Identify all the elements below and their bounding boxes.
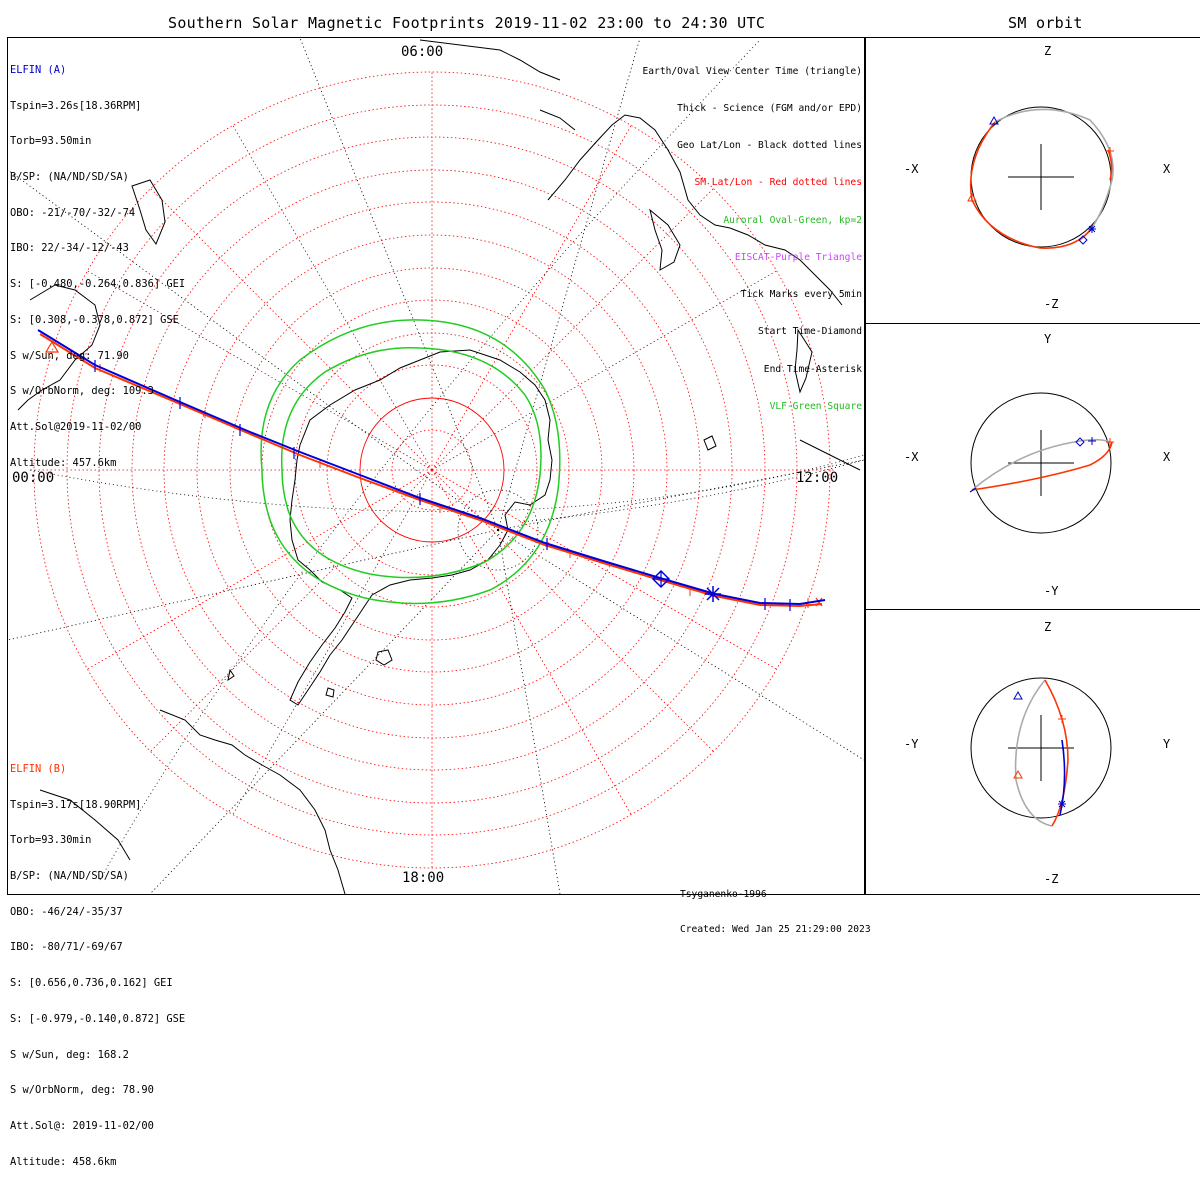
elfin-a-line: Altitude: 457.6km bbox=[10, 456, 117, 469]
legend-item: SM Lat/Lon - Red dotted lines bbox=[694, 177, 862, 189]
sm-grid bbox=[30, 70, 834, 870]
legend-item: Thick - Science (FGM and/or EPD) bbox=[677, 103, 862, 115]
orbit1-label-top: Z bbox=[1044, 44, 1052, 58]
elfin-a-name: ELFIN (A) bbox=[10, 63, 67, 76]
orbit3-label-top: Z bbox=[1044, 620, 1052, 634]
elfin-b-line: OBO: -46/24/-35/37 bbox=[10, 905, 123, 918]
elfin-a-line: S: [0.308,-0.378,0.872] GSE bbox=[10, 313, 179, 326]
credit-model: Tsyganenko-1996 bbox=[680, 889, 767, 901]
orbit1-label-right: X bbox=[1163, 162, 1171, 176]
orbit3-label-bottom: -Z bbox=[1044, 872, 1059, 886]
footprint-map bbox=[8, 38, 864, 894]
credit-created: Created: Wed Jan 25 21:29:00 2023 bbox=[680, 923, 871, 935]
elfin-b-line: B/SP: (NA/ND/SD/SA) bbox=[10, 869, 129, 882]
elfin-a-line: Att.Sol@2019-11-02/00 bbox=[10, 421, 142, 433]
elfin-a-line: S w/Sun, deg: 71.90 bbox=[10, 349, 129, 362]
geo-grid bbox=[8, 38, 864, 894]
legend-item: VLF-Green Square bbox=[769, 400, 862, 412]
elfin-b-info: ELFIN (B) Tspin=3.17s[18.90RPM] Torb=93.… bbox=[10, 740, 185, 1181]
orbit-panel-title: SM orbit bbox=[1008, 14, 1083, 32]
orbit2-label-bottom: -Y bbox=[1044, 584, 1059, 598]
elfin-a-line: B/SP: (NA/ND/SD/SA) bbox=[10, 170, 129, 183]
legend-item: EISCAT-Purple Triangle bbox=[734, 251, 862, 263]
elfin-a-line: IBO: 22/-34/-12/-43 bbox=[10, 242, 129, 255]
legend-item: End Time-Asterisk bbox=[763, 363, 862, 375]
elfin-b-line: Tspin=3.17s[18.90RPM] bbox=[10, 798, 142, 811]
elfin-a-line: Tspin=3.26s[18.36RPM] bbox=[10, 99, 142, 112]
mlt-label-top: 06:00 bbox=[401, 44, 444, 60]
elfin-b-line: Altitude: 458.6km bbox=[10, 1155, 117, 1168]
mlt-label-right: 12:00 bbox=[796, 470, 839, 486]
elfin-a-info: ELFIN (A) Tspin=3.26s[18.36RPM] Torb=93.… bbox=[10, 41, 185, 482]
mlt-label-bottom: 18:00 bbox=[402, 870, 445, 886]
elfin-b-line: S w/Sun, deg: 168.2 bbox=[10, 1048, 129, 1061]
elfin-a-line: S w/OrbNorm, deg: 109.3 bbox=[10, 385, 154, 398]
elfin-b-line: S: [-0.979,-0.140,0.872] GSE bbox=[10, 1012, 186, 1025]
orbit1-label-left: -X bbox=[904, 162, 919, 176]
map-legend: Earth/Oval View Center Time (triangle) T… bbox=[643, 41, 863, 426]
elfin-b-line: Torb=93.30min bbox=[10, 834, 92, 847]
elfin-b-line: IBO: -80/71/-69/67 bbox=[10, 941, 123, 954]
view-direction-line bbox=[519, 459, 864, 523]
orbit3-label-right: Y bbox=[1163, 737, 1171, 751]
elfin-b-line: S w/OrbNorm, deg: 78.90 bbox=[10, 1084, 154, 1097]
orbit-xz-frame bbox=[865, 37, 1200, 324]
mlt-label-left: 00:00 bbox=[12, 470, 55, 486]
auroral-ovals bbox=[260, 319, 561, 605]
elfin-a-line: Torb=93.50min bbox=[10, 135, 92, 148]
orbit1-label-bottom: -Z bbox=[1044, 297, 1059, 311]
legend-item: Earth/Oval View Center Time (triangle) bbox=[642, 65, 863, 77]
orbit-xy-frame bbox=[865, 323, 1200, 610]
elfin-a-line: OBO: -21/-70/-32/-74 bbox=[10, 206, 136, 219]
geo-latitudes bbox=[29, 39, 864, 881]
elfin-a-trace bbox=[37, 329, 826, 611]
elfin-a-line: S: [-0.480,-0.264,0.836] GEI bbox=[10, 278, 186, 291]
legend-item: Auroral Oval-Green, kp=2 bbox=[723, 214, 862, 226]
elfin-b-line: S: [0.656,0.736,0.162] GEI bbox=[10, 977, 173, 990]
legend-item: Start Time-Diamond bbox=[758, 326, 862, 338]
orbit2-label-left: -X bbox=[904, 450, 919, 464]
orbit-yz-frame bbox=[865, 609, 1200, 895]
credit-block: Tsyganenko-1996 Created: Wed Jan 25 21:2… bbox=[680, 866, 871, 947]
legend-item: Geo Lat/Lon - Black dotted lines bbox=[677, 140, 862, 152]
legend-item: Tick Marks every 5min bbox=[740, 289, 862, 301]
orbit2-label-top: Y bbox=[1044, 332, 1052, 346]
orbit3-label-left: -Y bbox=[904, 737, 919, 751]
orbit2-label-right: X bbox=[1163, 450, 1171, 464]
map-frame bbox=[7, 37, 865, 895]
elfin-b-name: ELFIN (B) bbox=[10, 762, 67, 775]
map-title: Southern Solar Magnetic Footprints 2019-… bbox=[168, 14, 766, 32]
elfin-b-line: Att.Sol@: 2019-11-02/00 bbox=[10, 1120, 154, 1132]
